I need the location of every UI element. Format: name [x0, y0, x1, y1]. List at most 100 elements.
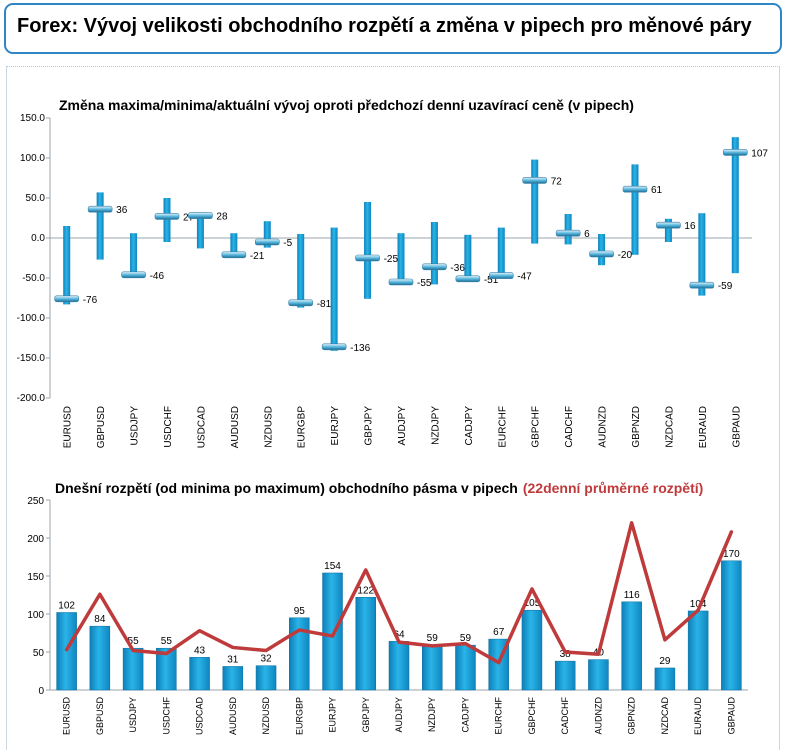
- chart1-category-label: CADCHF: [564, 406, 575, 448]
- chart1-range-bar: [531, 159, 539, 244]
- chart1-value-label: 36: [116, 205, 128, 216]
- chart2-bar: [89, 625, 111, 691]
- chart1-category-label: USDJPY: [130, 406, 141, 446]
- chart1-range-bar: [397, 233, 405, 284]
- chart1-value-label: 61: [651, 185, 663, 196]
- chart1-y-tick-label: 150.0: [20, 113, 45, 124]
- chart1-range-bar: [63, 226, 71, 305]
- chart1-current-marker: [622, 185, 648, 193]
- chart1-category-label: GBPNZD: [631, 406, 642, 448]
- chart2-value-label: 38: [560, 649, 572, 660]
- chart1-y-tick-label: -50.0: [22, 273, 45, 284]
- chart2-category-label: EURCHF: [494, 696, 504, 734]
- chart1-category-label: GBPCHF: [531, 406, 542, 448]
- chart2-title: Dnešní rozpětí (od minima po maximum) ob…: [55, 480, 703, 496]
- chart2-bar: [322, 572, 343, 691]
- chart2-y-tick-label: 0: [38, 686, 44, 697]
- chart2-bar: [388, 641, 410, 691]
- chart1-category-label: AUDJPY: [397, 406, 408, 446]
- chart2-category-label: NZDUSD: [261, 697, 271, 735]
- chart2-category-label: EURAUD: [693, 697, 703, 736]
- chart1-range-bar: [364, 202, 372, 299]
- chart2-y-tick-label: 250: [27, 496, 44, 507]
- chart1-category-label: CADJPY: [464, 406, 475, 446]
- chart1-range-bar: [430, 222, 438, 285]
- chart1: 150.0 100.0 50.0 0.0 -50.0 -100.0 -150.0 -200.0…: [17, 113, 769, 448]
- chart2-category-label: GBPNZD: [627, 697, 637, 735]
- chart2-category-label: CADCHF: [560, 696, 570, 734]
- chart1-range-bar: [330, 227, 338, 351]
- chart1-y-tick-label: 50.0: [26, 193, 46, 204]
- chart2-category-label: EURJPY: [328, 697, 338, 733]
- chart2-bar: [687, 610, 709, 691]
- chart1-category-label: EURJPY: [330, 406, 341, 446]
- chart2-category-label: AUDNZD: [593, 697, 603, 735]
- chart1-current-marker: [388, 278, 414, 286]
- chart1-range-bar: [297, 234, 305, 308]
- chart2-bar: [621, 601, 642, 691]
- chart2-bar: [455, 644, 476, 691]
- chart1-category-label: EURCHF: [497, 406, 508, 448]
- chart2-value-label: 116: [624, 590, 640, 601]
- chart1-current-marker: [656, 221, 681, 229]
- chart1-current-marker: [221, 251, 247, 259]
- chart2-bar: [255, 665, 277, 691]
- chart1-category-label: EURUSD: [63, 406, 74, 448]
- chart2-bar: [189, 657, 210, 691]
- chart1-y-tick-label: 100.0: [20, 153, 45, 164]
- chart2-value-label: 122: [357, 585, 374, 596]
- chart1-title: Změna maxima/minima/aktuální vývoj oprot…: [59, 97, 634, 113]
- chart2-title-red: (22denní průměrné rozpětí): [523, 480, 703, 496]
- chart1-range-bar: [598, 234, 606, 266]
- chart1-current-marker: [422, 263, 447, 271]
- chart1-range-bar: [230, 233, 238, 257]
- chart1-value-label: 16: [684, 221, 696, 232]
- chart1-current-marker: [54, 295, 80, 303]
- chart1-category-label: GBPAUD: [731, 406, 742, 448]
- chart1-y-tick-label: -200.0: [17, 393, 46, 404]
- chart1-range-bar: [96, 192, 104, 260]
- chart1-y-tick-label: -150.0: [17, 353, 46, 364]
- chart1-category-label: NZDJPY: [430, 406, 441, 445]
- chart2-category-label: USDCAD: [195, 697, 205, 736]
- chart2-category-label: AUDJPY: [394, 697, 404, 733]
- chart1-range-bar: [664, 218, 672, 242]
- chart-panel: [6, 66, 780, 750]
- chart1-value-label: -59: [718, 281, 733, 292]
- chart2-bar: [122, 647, 144, 691]
- header-box: Forex: Vývoj velikosti obchodního rozpět…: [4, 3, 782, 54]
- chart1-category-label: GBPJPY: [364, 406, 375, 446]
- chart1-value-label: -51: [484, 275, 499, 286]
- chart2-category-label: NZDCAD: [660, 697, 670, 735]
- chart1-value-label: -20: [618, 250, 633, 261]
- chart1-range-bar: [196, 214, 204, 249]
- chart1-category-label: AUDUSD: [230, 406, 241, 448]
- chart1-current-marker: [455, 275, 481, 283]
- chart2-bar: [721, 560, 742, 691]
- chart2-value-label: 170: [723, 549, 740, 560]
- chart1-value-label: -5: [283, 238, 292, 249]
- chart2-value-label: 104: [690, 599, 707, 610]
- chart1-value-label: -76: [83, 295, 98, 306]
- chart2: 250 200 150 100 50 0 102 EURUSD 84 GBPUSD 55 USDJPY…: [27, 496, 748, 735]
- chart2-value-label: 95: [294, 606, 306, 617]
- chart1-category-label: AUDNZD: [598, 406, 609, 448]
- chart2-category-label: AUDUSD: [228, 697, 238, 736]
- chart2-y-tick-label: 150: [27, 572, 44, 583]
- chart2-category-label: EURGBP: [294, 697, 304, 735]
- chart2-bar: [521, 609, 543, 691]
- chart1-range-bar: [263, 221, 271, 248]
- chart2-value-label: 31: [227, 654, 239, 665]
- chart2-value-label: 43: [194, 645, 206, 656]
- chart1-current-marker: [689, 281, 715, 289]
- chart2-value-label: 59: [460, 633, 472, 644]
- chart2-category-label: GBPCHF: [527, 697, 537, 735]
- chart1-value-label: 28: [216, 212, 228, 223]
- chart2-bar: [289, 617, 310, 691]
- page-title: Forex: Vývoj velikosti obchodního rozpět…: [17, 15, 752, 37]
- chart2-bar: [222, 666, 244, 691]
- chart1-value-label: 6: [584, 229, 590, 240]
- chart2-value-label: 55: [128, 636, 140, 647]
- chart1-category-label: GBPUSD: [96, 406, 107, 448]
